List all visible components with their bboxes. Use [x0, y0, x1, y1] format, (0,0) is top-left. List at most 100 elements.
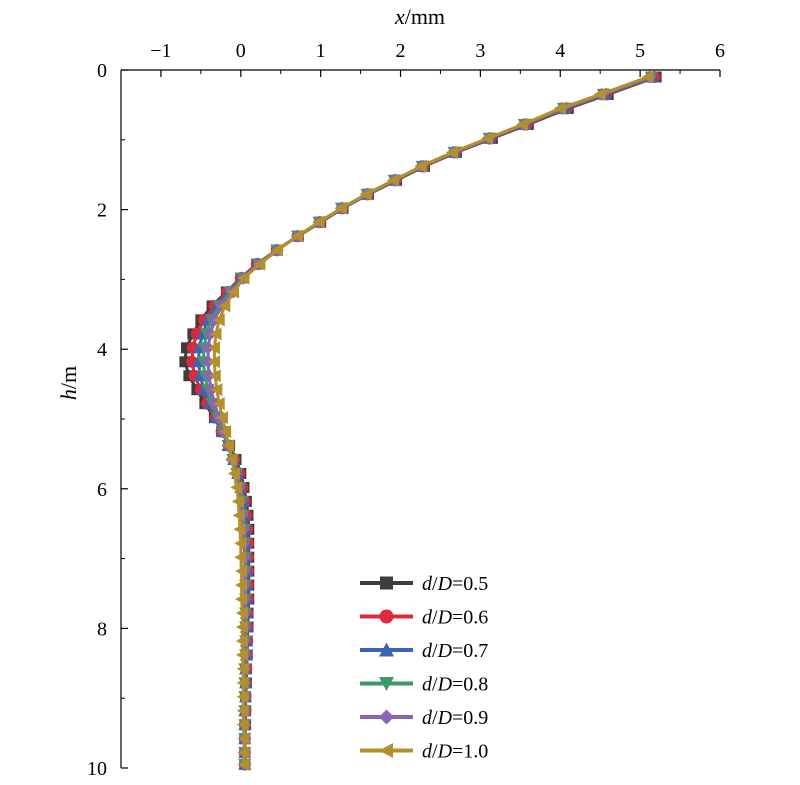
- legend-marker: [379, 709, 394, 725]
- y-tick-label: 10: [87, 758, 107, 780]
- data-point: [210, 383, 223, 397]
- data-point: [359, 187, 372, 201]
- legend-entry: d/D=0.9: [360, 707, 488, 729]
- series-3: [191, 70, 660, 771]
- series-6: [207, 70, 654, 772]
- data-point: [234, 536, 247, 550]
- x-axis-var: x: [394, 4, 405, 29]
- data-point: [225, 452, 238, 466]
- data-point: [593, 87, 606, 101]
- y-tick-label: 2: [97, 200, 107, 222]
- legend-label: d/D=0.7: [422, 640, 488, 662]
- data-point: [445, 145, 458, 159]
- data-point: [516, 117, 529, 131]
- legend-label: d/D=1.0: [422, 741, 488, 763]
- data-point: [237, 746, 250, 760]
- x-tick-label: 1: [316, 40, 326, 62]
- data-point: [235, 606, 248, 620]
- legend-marker: [379, 609, 394, 624]
- data-point: [253, 257, 266, 271]
- x-tick-label: 4: [555, 40, 565, 62]
- legend-label: d/D=0.5: [422, 573, 488, 595]
- data-point: [237, 758, 250, 772]
- plot-area: [179, 70, 662, 772]
- data-point: [234, 550, 247, 564]
- data-point: [227, 285, 240, 299]
- series-4: [196, 71, 658, 772]
- x-axis-unit: /mm: [405, 4, 445, 29]
- y-tick-label: 4: [97, 339, 107, 361]
- data-point: [235, 620, 248, 634]
- legend-entry: d/D=1.0: [360, 741, 488, 763]
- data-point: [230, 480, 243, 494]
- data-point: [207, 341, 220, 355]
- x-tick-label: 2: [396, 40, 406, 62]
- data-point: [212, 397, 225, 411]
- data-point: [218, 299, 231, 313]
- y-axis-var: h: [56, 389, 81, 400]
- data-point: [641, 70, 654, 84]
- axes: −1 0 1 2 3 4 5 6 0 2 4 6 8 10 x/mm h/m: [56, 4, 725, 780]
- x-tick-label: 6: [715, 40, 725, 62]
- data-point: [271, 243, 284, 257]
- data-point: [212, 313, 225, 327]
- data-point: [414, 159, 427, 173]
- data-point: [222, 439, 235, 453]
- data-point: [231, 494, 244, 508]
- x-tick-label: 0: [236, 40, 246, 62]
- data-point: [233, 522, 246, 536]
- y-tick-label: 6: [97, 479, 107, 501]
- data-point: [215, 411, 228, 425]
- data-point: [236, 676, 249, 690]
- y-tick-label: 0: [97, 60, 107, 82]
- legend-marker: [379, 743, 393, 758]
- data-point: [227, 466, 240, 480]
- data-point: [235, 564, 248, 578]
- data-point: [312, 215, 325, 229]
- series-5: [201, 70, 657, 772]
- legend-entry: d/D=0.5: [360, 573, 488, 595]
- x-tick-label: 3: [475, 40, 485, 62]
- data-point: [237, 732, 250, 746]
- data-point: [237, 271, 250, 285]
- series-2: [186, 70, 661, 771]
- legend-entry: d/D=0.7: [360, 640, 488, 662]
- legend-label: d/D=0.6: [422, 607, 488, 629]
- y-tick-label: 8: [97, 618, 107, 640]
- series-1: [179, 71, 662, 771]
- data-point: [553, 101, 566, 115]
- data-point: [236, 690, 249, 704]
- legend-entry: d/D=0.6: [360, 607, 488, 629]
- data-point: [180, 342, 192, 354]
- data-point: [219, 425, 232, 439]
- y-axis-label: h/m: [56, 366, 81, 400]
- data-point: [386, 173, 399, 187]
- data-point: [236, 718, 249, 732]
- legend-marker: [379, 677, 394, 691]
- data-point: [236, 662, 249, 676]
- data-point: [235, 592, 248, 606]
- data-point: [207, 355, 220, 369]
- series-line: [183, 75, 657, 765]
- y-axis-unit: /m: [56, 366, 81, 389]
- data-point: [291, 229, 304, 243]
- legend-marker: [380, 576, 393, 590]
- data-point: [481, 131, 494, 145]
- x-axis-label: x/mm: [394, 4, 445, 29]
- data-point: [209, 327, 222, 341]
- data-point: [232, 508, 245, 522]
- legend-label: d/D=0.9: [422, 707, 488, 729]
- x-tick-label: −1: [150, 40, 171, 62]
- legend-entry: d/D=0.8: [360, 674, 488, 696]
- legend: d/D=0.5 d/D=0.6 d/D=0.7 d/D=0.8 d/D=0.9 d/D=1…: [360, 573, 488, 763]
- data-point: [334, 201, 347, 215]
- x-tick-label: 5: [635, 40, 645, 62]
- data-point: [235, 648, 248, 662]
- data-point: [235, 578, 248, 592]
- legend-marker: [379, 642, 394, 657]
- legend-label: d/D=0.8: [422, 674, 488, 696]
- data-point: [179, 356, 191, 368]
- data-point: [235, 634, 248, 648]
- data-point: [236, 704, 249, 718]
